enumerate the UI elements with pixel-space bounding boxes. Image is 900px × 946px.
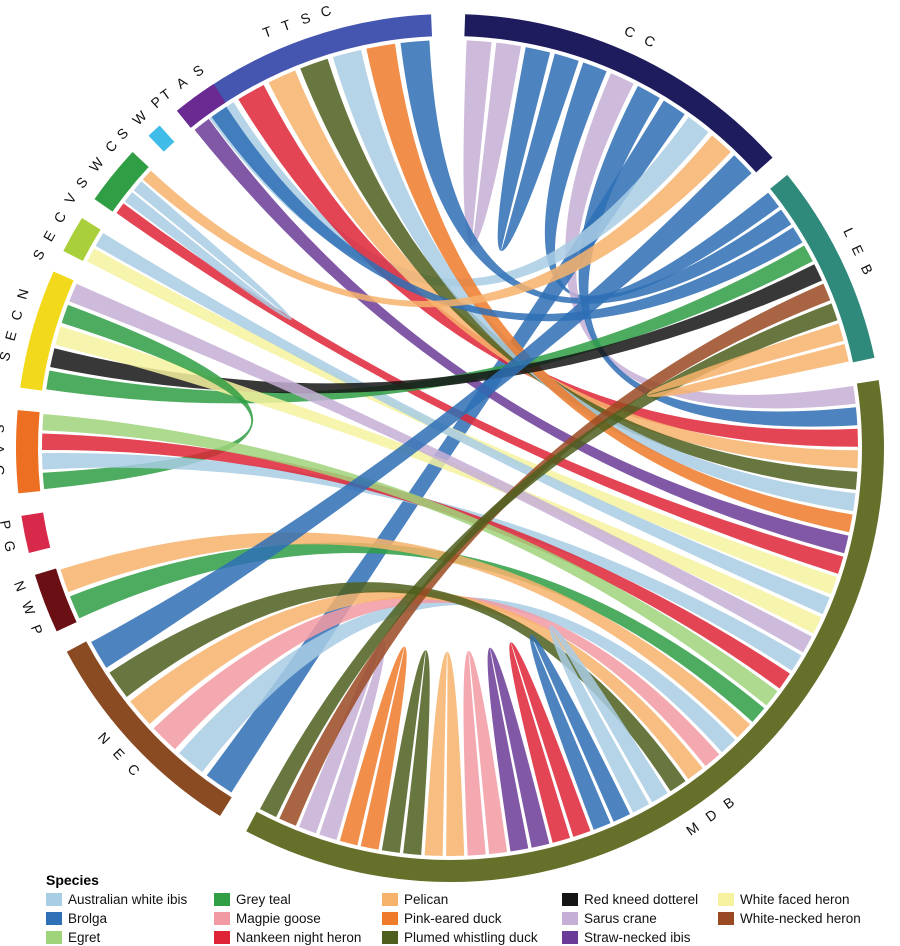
legend-swatch	[46, 892, 62, 906]
legend-label: Pelican	[404, 891, 449, 907]
legend-item: Straw-necked ibis	[562, 928, 718, 946]
legend-label: White-necked heron	[740, 910, 861, 926]
chord-ribbon	[55, 326, 822, 634]
legend-grid: Australian white ibis Grey teal Pelican Red…	[46, 890, 896, 946]
legend-item: Magpie goose	[214, 909, 382, 927]
legend-swatch	[562, 911, 578, 925]
region-arc-pg	[21, 512, 51, 553]
legend-item: Pelican	[382, 890, 562, 908]
chord-ribbon	[50, 264, 823, 394]
region-arc-cc	[464, 14, 773, 173]
region-arc-ttsc	[191, 14, 433, 117]
chord-ribbon	[366, 43, 853, 533]
chord-ribbon	[339, 646, 407, 850]
legend-item: Plumed whistling duck	[382, 928, 562, 946]
chord-ribbon	[69, 283, 812, 653]
legend-swatch	[46, 930, 62, 944]
legend-item: White faced heron	[718, 890, 888, 908]
legend-label: Plumed whistling duck	[404, 929, 538, 945]
chord-ribbon	[42, 304, 254, 490]
chord-ribbon	[463, 40, 522, 246]
legend-label: Australian white ibis	[68, 891, 188, 907]
legend-label: White faced heron	[740, 891, 850, 907]
legend-item: Nankeen night heron	[214, 928, 382, 946]
legend-swatch	[382, 930, 398, 944]
legend-item: Brolga	[46, 909, 214, 927]
chord-ribbon	[299, 640, 386, 840]
chord-ribbon	[91, 155, 752, 668]
legend-swatch	[562, 930, 578, 944]
chord-ribbon	[463, 650, 508, 856]
chord-ribbon	[529, 634, 631, 830]
legend-swatch	[46, 911, 62, 925]
chord-ribbon	[549, 625, 668, 813]
chord-ribbon	[381, 650, 430, 855]
legend-label: Nankeen night heron	[236, 929, 362, 945]
chord-ribbon	[424, 651, 465, 856]
legend-item: White-necked heron	[718, 909, 888, 927]
legend-swatch	[382, 892, 398, 906]
chord-ribbon	[60, 532, 751, 738]
region-label: P G	[0, 519, 20, 557]
region-arc-mdb	[246, 380, 885, 883]
legend-swatch	[214, 911, 230, 925]
legend-item: Pink-eared duck	[382, 909, 562, 927]
legend-swatch	[718, 911, 734, 925]
legend-label: Magpie goose	[236, 910, 321, 926]
legend-swatch	[382, 911, 398, 925]
legend-label: Red kneed dotterel	[584, 891, 699, 907]
chord-ribbon	[153, 594, 720, 767]
legend-label: Pink-eared duck	[404, 910, 502, 926]
chord-ribbon	[646, 323, 849, 397]
chord-ribbon	[544, 62, 780, 300]
chord-ribbon	[487, 647, 550, 852]
region-arc-nec	[66, 641, 232, 817]
region-arc-swp	[148, 125, 175, 152]
region-arc-sag	[15, 410, 41, 494]
region-label: S A G	[0, 424, 8, 480]
region-arc-tas	[176, 84, 226, 128]
legend-swatch	[214, 892, 230, 906]
region-arc-nwp	[34, 568, 77, 632]
region-arc-leb	[770, 174, 875, 363]
chord-ribbon	[142, 135, 731, 308]
chord-ribbon	[116, 203, 844, 574]
species-legend: Species Australian white ibis Grey teal Pe…	[46, 872, 896, 946]
chord-ribbon	[124, 181, 292, 320]
legend-label: Straw-necked ibis	[584, 929, 691, 945]
legend-label: Egret	[68, 929, 101, 945]
legend-item: Grey teal	[214, 890, 382, 908]
chord-ribbon	[509, 642, 591, 843]
legend-title: Species	[46, 872, 99, 888]
legend-swatch	[718, 892, 734, 906]
legend-item: Red kneed dotterel	[562, 890, 718, 908]
region-label: C C	[622, 22, 662, 52]
legend-swatch	[562, 892, 578, 906]
legend-item: Australian white ibis	[46, 890, 214, 908]
region-arcs	[15, 14, 885, 883]
chord-ribbon	[87, 248, 838, 595]
chord-ribbon	[46, 245, 813, 404]
legend-item: Egret	[46, 928, 214, 946]
legend-label: Grey teal	[236, 891, 291, 907]
region-arc-swc	[94, 152, 149, 212]
region-arc-secn	[20, 271, 74, 391]
chord-ribbon	[95, 233, 830, 615]
legend-item: Sarus crane	[562, 909, 718, 927]
legend-swatch	[214, 930, 230, 944]
region-arc-secv	[63, 218, 101, 261]
legend-label: Brolga	[68, 910, 108, 926]
legend-label: Sarus crane	[584, 910, 657, 926]
chord-ribbon	[497, 47, 579, 252]
chord-ribbon	[179, 597, 736, 773]
chord-ribbons	[42, 40, 858, 856]
